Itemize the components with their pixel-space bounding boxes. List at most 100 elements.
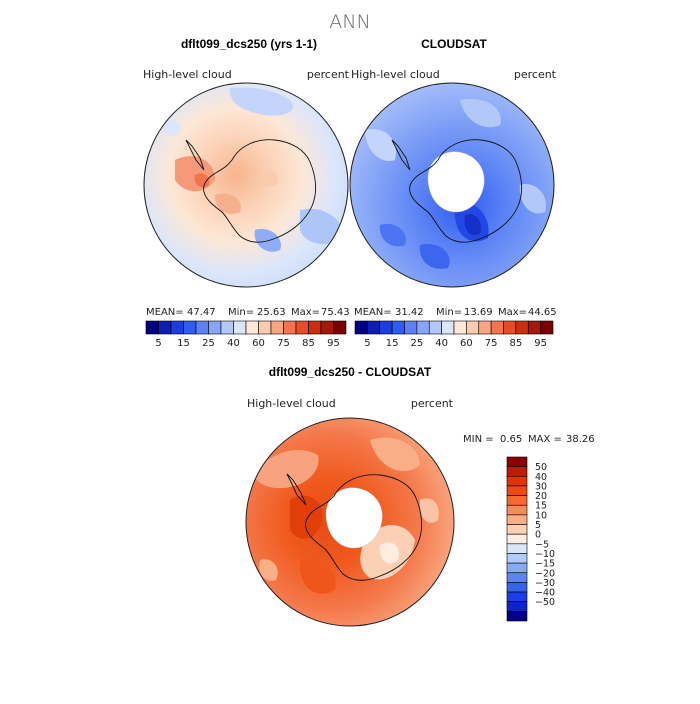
colorbar-swatch	[515, 320, 529, 335]
max-value: 44.65	[528, 307, 557, 318]
colorbar-tick-label: 40	[535, 472, 547, 483]
variable-label: High-level cloud	[351, 68, 440, 81]
colorbar-swatch	[404, 320, 418, 335]
colorbar-tick-label: 40	[227, 338, 240, 349]
colorbar-swatch	[354, 320, 368, 335]
colorbar-swatch	[208, 320, 222, 335]
colorbar-swatch	[295, 320, 309, 335]
colorbar-swatch	[270, 320, 284, 335]
colorbar-swatch	[333, 320, 347, 335]
map-boundary	[349, 82, 555, 288]
panel-diff: dflt099_dcs250 - CLOUDSAT High-level clo…	[245, 365, 595, 627]
colorbar: 5 15 25 40 60 75 85 95	[354, 320, 554, 349]
colorbar-swatch	[490, 320, 504, 335]
min-label: Min=	[228, 307, 254, 318]
colorbar-swatch	[506, 495, 528, 506]
colorbar-swatch	[506, 601, 528, 612]
colorbar-swatch	[506, 466, 528, 477]
missing-data-hole	[325, 487, 383, 549]
colorbar-tick-label: 95	[534, 338, 547, 349]
colorbar-tick-label: −40	[535, 588, 555, 599]
colorbar-tick-label: 5	[155, 338, 161, 349]
colorbar-swatch	[478, 320, 492, 335]
colorbar-swatch	[145, 320, 159, 335]
colorbar-tick-label: −15	[535, 559, 555, 570]
colorbar-tick-label: 5	[535, 520, 541, 531]
colorbar-tick-label: −20	[535, 568, 555, 579]
colorbar-swatch	[506, 514, 528, 525]
colorbar-tick-label: 10	[535, 510, 547, 521]
colorbar-swatch	[506, 572, 528, 583]
colorbar-swatch	[428, 320, 442, 335]
mean-value: 47.47	[187, 307, 216, 318]
max-label: Max=	[291, 307, 320, 318]
colorbar-tick-label: 60	[460, 338, 473, 349]
colorbar-swatch	[466, 320, 480, 335]
min-value: 25.63	[257, 307, 286, 318]
colorbar-tick-label: 25	[411, 338, 424, 349]
colorbar-tick-label: 75	[277, 338, 290, 349]
colorbar-tick-label: 85	[302, 338, 315, 349]
colorbar-tick-label: 15	[535, 501, 547, 512]
panel-title: dflt099_dcs250 (yrs 1-1)	[181, 37, 317, 51]
max-label: Max=	[498, 307, 527, 318]
colorbar-tick-label: 60	[252, 338, 265, 349]
colorbar-swatch	[506, 591, 528, 603]
colorbar-tick-label: −10	[535, 549, 555, 560]
colorbar-tick-label: −5	[535, 539, 549, 550]
min-value: 13.69	[464, 307, 493, 318]
colorbar-swatch	[441, 320, 455, 335]
colorbar-swatch	[453, 320, 467, 335]
colorbar-swatch	[283, 320, 297, 335]
colorbar-swatch	[506, 504, 528, 516]
colorbar-swatch	[416, 320, 430, 335]
units-label: percent	[307, 68, 350, 81]
colorbar-tick-label: −50	[535, 597, 555, 608]
map-boundary	[245, 417, 455, 627]
colorbar-swatch	[506, 582, 528, 593]
colorbar-tick-label: 75	[485, 338, 498, 349]
colorbar-swatch	[506, 533, 528, 545]
colorbar-tick-label: 0	[535, 530, 541, 541]
colorbar-swatch	[183, 320, 197, 335]
min-value: 0.65	[500, 434, 522, 445]
colorbar-tick-label: −30	[535, 578, 555, 589]
max-value: 38.26	[566, 434, 595, 445]
colorbar-tick-label: 20	[535, 491, 547, 502]
max-value: 75.43	[321, 307, 350, 318]
colorbar-swatch	[503, 320, 517, 335]
colorbar-swatch	[170, 320, 184, 335]
panel-title: CLOUDSAT	[421, 37, 487, 51]
colorbar-swatch	[506, 524, 528, 535]
colorbar-swatch	[320, 320, 334, 335]
colorbar-swatch	[540, 320, 554, 335]
colorbar-tick-label: 40	[435, 338, 448, 349]
colorbar-swatch	[245, 320, 259, 335]
panel-obs: CLOUDSAT High-level cloud percent MEAN= …	[349, 37, 557, 349]
coastline	[286, 473, 423, 581]
colorbar-swatch	[506, 475, 528, 487]
panel-model: dflt099_dcs250 (yrs 1-1) High-level clou…	[143, 37, 350, 349]
colorbar-swatch	[506, 611, 528, 622]
colorbar-tick-label: 5	[364, 338, 370, 349]
mean-label: MEAN=	[146, 307, 184, 318]
map-boundary	[143, 82, 349, 288]
max-label: MAX =	[528, 434, 562, 445]
units-label: percent	[514, 68, 557, 81]
min-label: MIN =	[463, 434, 494, 445]
colorbar-swatch	[258, 320, 272, 335]
colorbar-swatch	[308, 320, 322, 335]
mean-value: 31.42	[395, 307, 424, 318]
figure-title: ANN	[329, 11, 370, 33]
panel-title: dflt099_dcs250 - CLOUDSAT	[269, 365, 432, 379]
min-label: Min=	[436, 307, 462, 318]
colorbar-tick-label: 85	[510, 338, 523, 349]
colorbar-swatch	[158, 320, 172, 335]
missing-data-hole	[427, 151, 485, 213]
units-label: percent	[411, 397, 454, 410]
colorbar-swatch	[506, 456, 528, 467]
colorbar: 5 15 25 40 60 75 85 95	[145, 320, 347, 349]
colorbar-swatch	[195, 320, 209, 335]
